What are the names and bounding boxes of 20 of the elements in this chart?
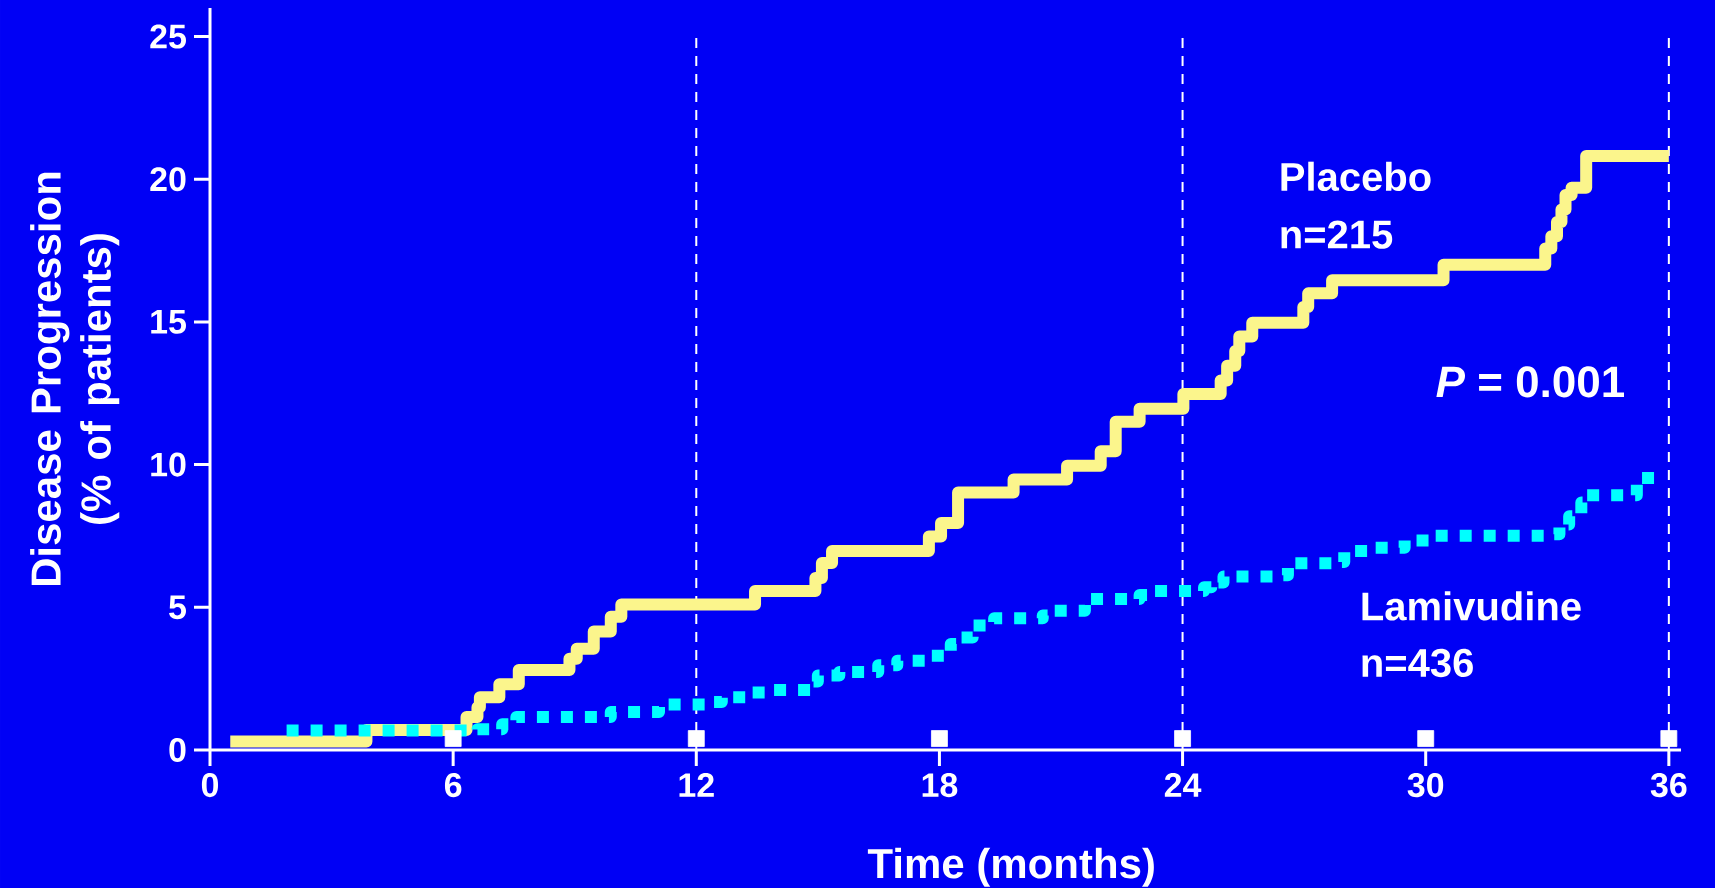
y-tick-label: 10: [151, 452, 186, 477]
x-axis-title: Time (months): [867, 847, 1154, 887]
series-label: Lamivudine: [1362, 591, 1581, 621]
x-tick-label: 6: [444, 773, 462, 798]
x-tick-label: 18: [922, 773, 958, 798]
series-label: Placebo: [1281, 161, 1431, 192]
y-tick-label: 5: [169, 595, 186, 620]
y-tick-label: 0: [169, 737, 186, 763]
x-tick-label: 36: [1650, 773, 1687, 798]
y-tick-label: 25: [150, 24, 186, 49]
annotation: P = 0.001: [1436, 366, 1624, 398]
x-tick-label: 0: [201, 773, 219, 798]
annotation: n=436: [1362, 648, 1473, 678]
x-tick-label: 30: [1407, 773, 1444, 798]
y-axis-title: Disease Progression (% of patients): [30, 172, 120, 586]
y-tick-label: 20: [150, 167, 186, 192]
x-tick-label: 12: [679, 773, 714, 797]
y-tick-label: 15: [151, 310, 186, 334]
annotation: n=215: [1281, 220, 1393, 249]
x-tick-label: 24: [1164, 773, 1202, 797]
